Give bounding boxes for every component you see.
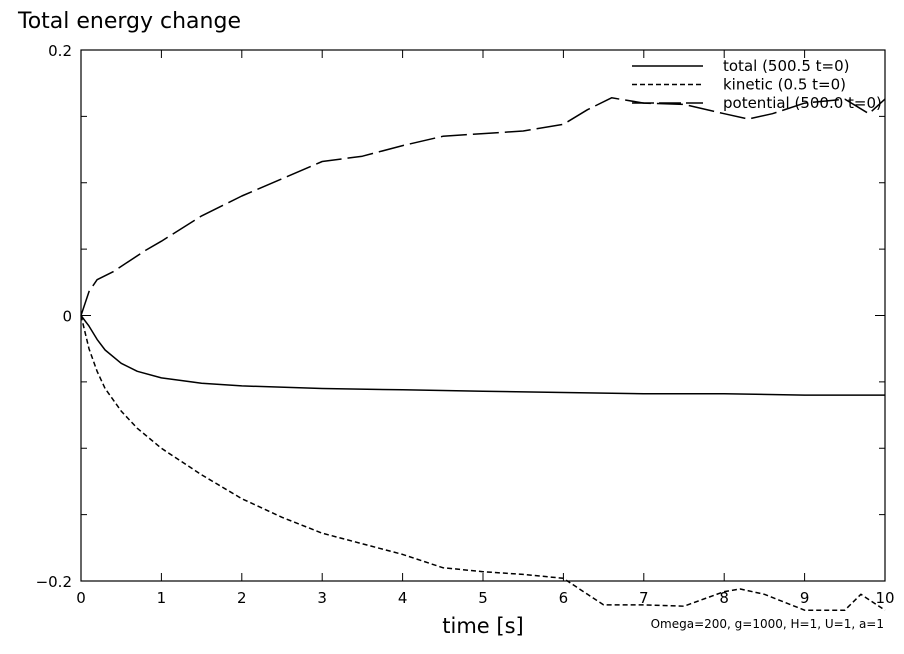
legend-label: kinetic (0.5 t=0) — [723, 76, 846, 94]
series-lines — [80, 97, 886, 611]
x-tick-label: 9 — [800, 589, 810, 607]
x-tick-label: 5 — [478, 589, 488, 607]
legend: total (500.5 t=0)kinetic (0.5 t=0)potent… — [632, 57, 882, 112]
x-tick-label: 0 — [76, 589, 86, 607]
x-tick-label: 6 — [559, 589, 569, 607]
x-tick-label: 1 — [157, 589, 167, 607]
legend-label: potential (500.0 t=0) — [723, 94, 882, 112]
y-tick-label: 0.2 — [48, 42, 72, 60]
series-line-2 — [80, 315, 886, 611]
x-tick-label: 7 — [639, 589, 649, 607]
parameter-annotation: Omega=200, g=1000, H=1, U=1, a=1 — [651, 617, 884, 631]
x-tick-label: 10 — [875, 589, 894, 607]
chart-title: Total energy change — [17, 9, 241, 34]
plot-frame — [80, 49, 886, 582]
y-tick-labels: −0.2 0 0.2 — [36, 42, 72, 591]
legend-label: total (500.5 t=0) — [723, 57, 849, 75]
x-tick-labels: 0 1 2 3 4 5 6 7 8 9 10 — [76, 589, 894, 607]
y-tick-label: −0.2 — [36, 573, 72, 591]
x-tick-label: 8 — [719, 589, 729, 607]
series-line-1 — [80, 315, 885, 396]
axis-ticks — [80, 49, 886, 582]
y-tick-label: 0 — [62, 308, 72, 326]
series-line-3 — [80, 97, 886, 316]
x-tick-label: 4 — [398, 589, 408, 607]
x-tick-label: 3 — [317, 589, 327, 607]
x-tick-label: 2 — [237, 589, 247, 607]
x-axis-title: time [s] — [442, 614, 523, 638]
